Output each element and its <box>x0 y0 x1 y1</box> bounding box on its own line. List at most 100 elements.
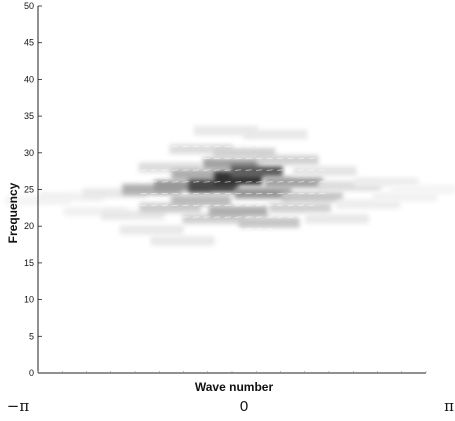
flow-arrow <box>203 181 210 183</box>
heatmap-cells <box>5 126 455 246</box>
flow-arrow <box>172 192 179 195</box>
heatmap-cell <box>372 192 438 202</box>
flow-arrow <box>151 157 158 160</box>
flow-arrow <box>172 169 179 171</box>
flow-arrow <box>224 145 231 148</box>
heatmap-cell <box>63 206 129 217</box>
flow-arrow <box>214 169 221 171</box>
flow-arrow <box>161 157 168 160</box>
heatmap-cell <box>335 199 401 209</box>
y-tick-label: 20 <box>24 221 34 231</box>
flow-arrow <box>224 192 231 195</box>
heatmap-cell <box>305 214 369 224</box>
flow-arrows <box>140 145 326 230</box>
flow-arrow <box>266 216 273 218</box>
flow-arrow <box>214 192 221 195</box>
flow-arrow <box>266 181 273 183</box>
flow-arrow <box>266 157 273 160</box>
heatmap-cell <box>238 217 300 228</box>
flow-arrow <box>235 216 242 218</box>
flow-arrow <box>277 145 284 148</box>
flow-arrow <box>224 157 231 160</box>
flow-arrow <box>193 204 200 206</box>
y-tick-label: 25 <box>24 185 34 195</box>
flow-arrow <box>298 192 305 195</box>
flow-arrow <box>245 204 252 206</box>
flow-arrow <box>319 181 326 183</box>
flow-arrow <box>172 216 179 218</box>
flow-arrow <box>245 145 252 148</box>
flow-arrow <box>203 204 210 206</box>
heatmap-cell <box>169 144 233 155</box>
flow-arrow <box>224 216 231 218</box>
flow-arrow <box>256 216 263 218</box>
flow-arrow <box>172 204 179 206</box>
heatmap-cell <box>281 191 343 202</box>
flow-arrow <box>151 169 158 171</box>
y-ticks: 0 5 10 15 20 25 30 35 40 45 50 <box>24 1 42 378</box>
flow-arrow <box>203 192 210 195</box>
flow-arrow <box>193 181 200 183</box>
flow-arrow <box>308 181 315 183</box>
heatmap-cell <box>213 147 276 158</box>
flow-arrow <box>308 192 315 195</box>
flow-arrow <box>224 169 231 171</box>
flow-arrow <box>245 216 252 218</box>
flow-arrow <box>298 181 305 183</box>
heatmap-cell <box>292 166 357 176</box>
flow-arrow <box>256 157 263 160</box>
y-tick-label: 50 <box>24 1 34 11</box>
flow-arrow <box>277 157 284 160</box>
flow-arrow <box>214 157 221 160</box>
flow-arrow <box>245 157 252 160</box>
flow-arrow <box>298 169 305 171</box>
flow-arrow <box>319 192 326 195</box>
flow-arrow <box>287 216 294 218</box>
flow-arrow <box>140 169 147 171</box>
flow-arrow <box>235 169 242 171</box>
flow-arrow <box>277 192 284 195</box>
flow-arrow <box>151 181 158 183</box>
heatmap-cell <box>264 176 323 188</box>
flow-arrow <box>235 228 242 230</box>
flow-arrow <box>266 204 273 206</box>
x-axis-label: Wave number <box>195 380 274 394</box>
flow-arrow <box>235 157 242 160</box>
flow-arrow <box>161 204 168 206</box>
flow-arrow <box>151 204 158 206</box>
flow-arrow <box>193 228 200 230</box>
flow-arrow <box>308 157 315 160</box>
flow-arrow <box>245 181 252 183</box>
x-tick-label: 0 <box>240 398 248 415</box>
flow-arrow <box>256 169 263 171</box>
flow-arrow <box>277 181 284 183</box>
heatmap-cell <box>182 213 245 224</box>
heatmap-cell <box>243 129 308 140</box>
flow-arrow <box>245 169 252 171</box>
y-tick-label: 5 <box>29 331 34 341</box>
flow-arrow <box>266 192 273 195</box>
heatmap-cell <box>230 164 283 178</box>
flow-arrow <box>140 181 147 183</box>
flow-arrow <box>256 145 263 148</box>
heatmap-cell <box>101 210 166 220</box>
heatmap-cell <box>171 169 231 181</box>
flow-arrow <box>140 204 147 206</box>
heatmap-cell <box>82 188 147 198</box>
flow-arrow <box>308 204 315 206</box>
heatmap-cell <box>390 184 455 195</box>
flow-arrow <box>298 157 305 160</box>
heatmap-cell <box>150 236 215 246</box>
flow-arrow <box>203 228 210 230</box>
flow-arrow <box>203 216 210 218</box>
heatmap-cell <box>203 158 261 170</box>
y-tick-label: 10 <box>24 295 34 305</box>
flow-arrow <box>235 204 242 206</box>
flow-arrow <box>172 145 179 148</box>
heatmap-cell <box>39 192 104 202</box>
flow-arrow <box>161 192 168 195</box>
flow-arrow <box>287 192 294 195</box>
flow-arrow <box>287 169 294 171</box>
heatmap-cell <box>138 162 202 173</box>
flow-arrow <box>182 204 189 206</box>
